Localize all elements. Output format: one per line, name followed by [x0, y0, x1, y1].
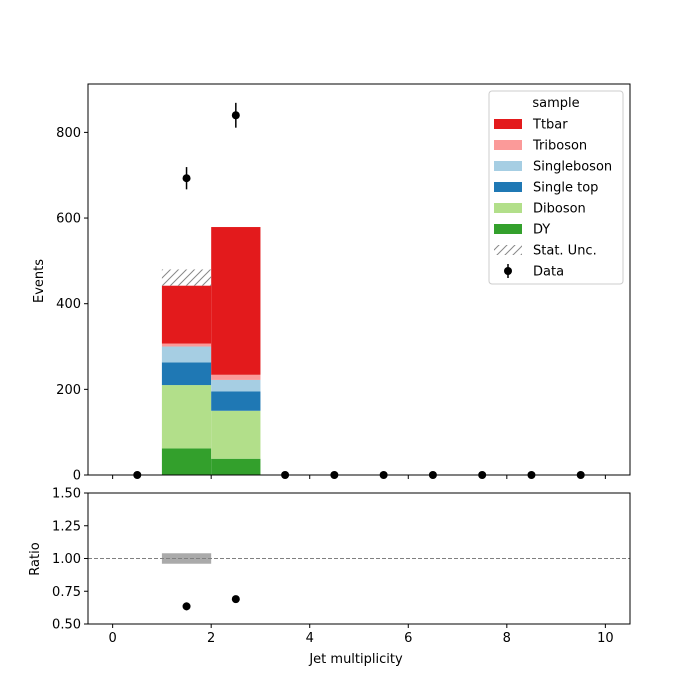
legend-swatch [494, 119, 522, 129]
x-tick-label: 0 [108, 631, 116, 646]
main-panel: 0 200 400 600 800 Events [32, 83, 631, 484]
bar-single-top-bin-1 [161, 362, 212, 386]
legend-label: Singleboson [533, 160, 612, 175]
main-y-ticks: 0 200 400 600 800 [56, 126, 88, 484]
y-tick-label: 400 [56, 297, 81, 312]
legend-swatch [494, 182, 522, 192]
stat-uncertainty-hatch [161, 269, 212, 286]
legend-entries: Ttbar Triboson Singleboson Single top Diboso… [494, 118, 612, 280]
main-axes-frame [87, 83, 631, 476]
bar-diboson-bin-2 [211, 410, 261, 459]
bar-dy-bin-2 [211, 458, 261, 475]
legend-box [488, 90, 624, 285]
x-tick-label: 10 [597, 631, 614, 646]
bar-singleboson-bin-1 [161, 346, 212, 363]
legend-swatch [494, 140, 522, 150]
legend-label: DY [533, 223, 550, 238]
ratio-y-tick-label: 0.75 [52, 585, 81, 600]
ratio-point [182, 602, 191, 611]
legend-swatch [494, 224, 522, 234]
legend-label: Triboson [532, 139, 587, 154]
legend-label: Data [533, 265, 564, 280]
bar-triboson-bin-2 [211, 374, 261, 380]
ratio-y-tick-label: 1.00 [52, 552, 81, 567]
bar-ttbar-bin-1 [161, 285, 212, 344]
data-point [182, 174, 191, 183]
data-point [231, 111, 240, 120]
ratio-y-tick-label: 1.25 [52, 519, 81, 534]
bar-dy-bin-1 [161, 448, 212, 475]
bar-diboson-bin-1 [161, 385, 212, 449]
legend-label: Ttbar [532, 118, 568, 133]
legend-label: Single top [533, 181, 598, 196]
legend-swatch [494, 161, 522, 171]
ratio-y-tick-label: 0.50 [52, 618, 81, 633]
legend-label: Stat. Unc. [533, 244, 597, 259]
stacked-bars [161, 227, 261, 475]
x-tick-label: 6 [404, 631, 412, 646]
bar-singleboson-bin-2 [211, 379, 261, 392]
x-tick-label: 8 [503, 631, 511, 646]
main-y-axis-label: Events [32, 259, 47, 303]
bar-single-top-bin-2 [211, 391, 261, 411]
bar-ttbar-bin-2 [211, 227, 261, 375]
legend-title: sample [532, 96, 579, 111]
legend-marker [504, 267, 512, 275]
ratio-x-ticks: 0 2 4 6 8 10 [108, 624, 614, 646]
x-tick-label: 4 [306, 631, 314, 646]
ratio-point [231, 595, 240, 604]
y-tick-label: 0 [73, 469, 81, 484]
ratio-y-tick-label: 1.50 [52, 487, 81, 502]
ratio-points [182, 595, 240, 611]
ratio-y-ticks: 0.50 0.75 1.00 1.25 1.50 [52, 487, 88, 633]
x-tick-label: 2 [207, 631, 215, 646]
y-tick-label: 800 [56, 126, 81, 141]
legend-swatch [494, 203, 522, 213]
x-axis-label: Jet multiplicity [308, 652, 403, 667]
ratio-panel: 0.50 0.75 1.00 1.25 1.50 0 2 4 6 8 10 Ratio Jet m… [28, 487, 631, 667]
bar-triboson-bin-1 [161, 343, 212, 347]
y-tick-label: 600 [56, 212, 81, 227]
stat-unc-bin-1 [161, 269, 212, 286]
legend-label: Diboson [533, 202, 586, 217]
legend-swatch-hatch [494, 245, 522, 255]
legend: sample Ttbar Triboson Singleboson Single to… [488, 90, 624, 285]
y-tick-label: 200 [56, 383, 81, 398]
main-x-ticks [112, 475, 606, 479]
ratio-y-axis-label: Ratio [28, 542, 43, 575]
